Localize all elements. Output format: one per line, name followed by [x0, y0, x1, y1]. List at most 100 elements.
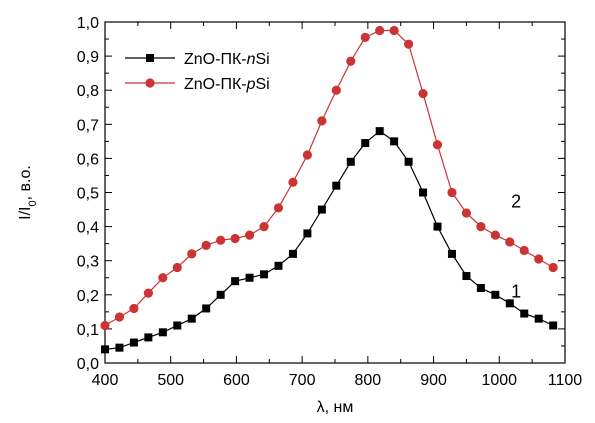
series-1-point	[375, 127, 384, 136]
series-2-point	[447, 187, 457, 198]
x-tick-label: 500	[157, 372, 184, 389]
series-2-point	[476, 222, 486, 232]
y-tick-label: 0,3	[77, 254, 99, 271]
series-2-point	[375, 25, 385, 36]
series-1-point	[245, 273, 254, 282]
series-2-point	[244, 230, 255, 240]
series-1-point	[288, 249, 297, 258]
series-2-point	[288, 177, 298, 187]
x-tick-label: 900	[420, 372, 447, 389]
series-1-point	[187, 314, 196, 323]
series-1-point	[549, 321, 558, 330]
y-tick-label: 0,7	[77, 117, 99, 134]
series-1-point	[317, 205, 326, 214]
axes: 400 500 600 700 800 900 1000 1100 0,0 0,1 0,2 0,3 0,…	[77, 15, 583, 389]
series-2-point	[317, 116, 327, 126]
series-1-point	[274, 261, 283, 270]
series-2: 2	[100, 25, 558, 331]
series-1-point	[129, 338, 138, 347]
series-1-point	[361, 139, 370, 148]
series-1-point	[115, 343, 124, 352]
series-1-point	[231, 277, 240, 286]
series-1-point	[332, 181, 341, 190]
series-2-point	[273, 203, 284, 213]
series-2-point	[519, 245, 529, 256]
series-2-point	[418, 89, 428, 99]
y-tick-label: 0,8	[77, 83, 99, 100]
series-1: 1	[101, 127, 558, 354]
x-tick-label: 1000	[481, 372, 517, 389]
x-tick-label: 700	[289, 372, 316, 389]
series-2-line	[104, 29, 554, 327]
series-2-point	[548, 262, 558, 273]
series-2-point	[187, 249, 197, 259]
series-2-point	[302, 150, 312, 160]
series-2-point	[404, 39, 414, 49]
series-1-point	[144, 333, 153, 342]
series-2-point	[158, 273, 168, 283]
series-1-line	[104, 130, 554, 350]
axis-labels: λ, нм I/I0, в.о.	[17, 165, 353, 416]
series-1-point	[419, 188, 428, 197]
y-tick-label: 0,0	[77, 356, 99, 373]
x-tick-label: 800	[355, 372, 382, 389]
series-1-point	[476, 283, 485, 292]
series-2-point	[230, 233, 240, 244]
legend-item-2: ZnO-ПК-pSi	[125, 76, 270, 93]
y-tick-label: 0,9	[77, 49, 99, 66]
curve-label-2: 2	[511, 192, 521, 212]
legend-label: ZnO-ПК-nSi	[184, 51, 270, 68]
series-2-point	[216, 235, 226, 245]
y-tick-label: 0,6	[77, 151, 99, 168]
series-1-point	[505, 299, 514, 308]
series-layer: 12	[100, 25, 558, 354]
series-2-point	[490, 230, 500, 240]
series-2-point	[143, 288, 153, 298]
series-1-point	[158, 328, 167, 337]
series-2-point	[172, 262, 182, 273]
series-2-point	[201, 240, 211, 250]
series-2-point	[114, 312, 125, 322]
y-tick-label: 0,4	[77, 220, 99, 237]
series-1-point	[390, 137, 399, 146]
series-2-point	[389, 25, 399, 36]
legend-marker	[145, 78, 155, 88]
legend: ZnO-ПК-nSi ZnO-ПК-pSi	[125, 51, 270, 93]
x-tick-label: 400	[92, 372, 119, 389]
series-2-point	[331, 85, 341, 95]
series-2-point	[360, 32, 370, 42]
legend-marker	[146, 54, 154, 62]
series-1-point	[462, 272, 471, 281]
series-1-point	[404, 157, 413, 166]
y-axis-title: I/I0, в.о.	[17, 165, 39, 220]
y-tick-label: 0,1	[77, 322, 99, 339]
x-tick-label: 1100	[548, 372, 583, 389]
series-2-point	[100, 320, 110, 331]
curve-label-1: 1	[511, 281, 521, 301]
legend-label: ZnO-ПК-pSi	[184, 76, 270, 93]
series-1-point	[520, 309, 529, 318]
series-2-point	[129, 303, 139, 314]
series-1-point	[173, 321, 182, 330]
series-1-point	[303, 229, 312, 238]
x-tick-label: 600	[223, 372, 250, 389]
series-2-point	[259, 222, 269, 232]
series-1-point	[216, 290, 225, 299]
x-axis-title: λ, нм	[317, 399, 354, 416]
series-2-point	[534, 254, 544, 264]
series-1-point	[346, 157, 355, 166]
series-1-point	[101, 345, 109, 354]
series-2-point	[505, 237, 515, 247]
series-1-point	[433, 222, 442, 231]
y-tick-label: 1,0	[77, 15, 99, 32]
series-1-point	[260, 270, 269, 279]
series-2-point	[461, 208, 472, 218]
series-2-point	[346, 56, 356, 66]
y-tick-label: 0,2	[77, 288, 99, 305]
series-1-point	[534, 314, 543, 323]
y-tick-label: 0,5	[77, 186, 99, 203]
series-1-point	[491, 290, 500, 299]
legend-item-1: ZnO-ПК-nSi	[125, 51, 270, 68]
series-1-point	[447, 249, 456, 258]
